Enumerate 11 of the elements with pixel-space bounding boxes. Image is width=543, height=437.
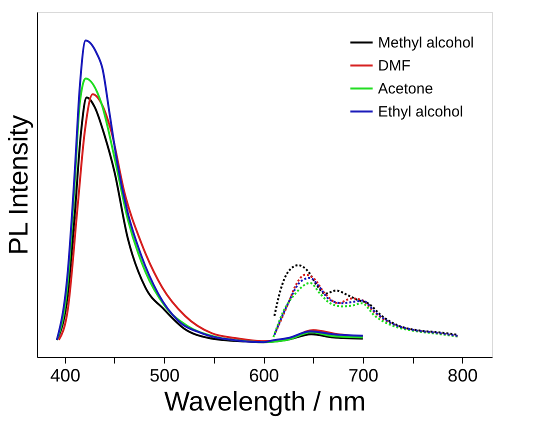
legend-label: Ethyl alcohol [378,104,464,120]
x-tick-label: 700 [348,366,378,386]
x-tick-label: 800 [448,366,478,386]
y-axis-title: PL Intensity [4,114,34,256]
x-tick-label: 500 [150,366,180,386]
legend-label: Acetone [378,80,434,98]
legend-label: Methyl alcohol [378,34,474,52]
x-axis-title: Wavelength / nm [164,386,366,416]
x-tick-label: 400 [50,366,80,386]
legend-label: DMF [378,58,410,74]
x-tick-label: 600 [248,366,280,386]
